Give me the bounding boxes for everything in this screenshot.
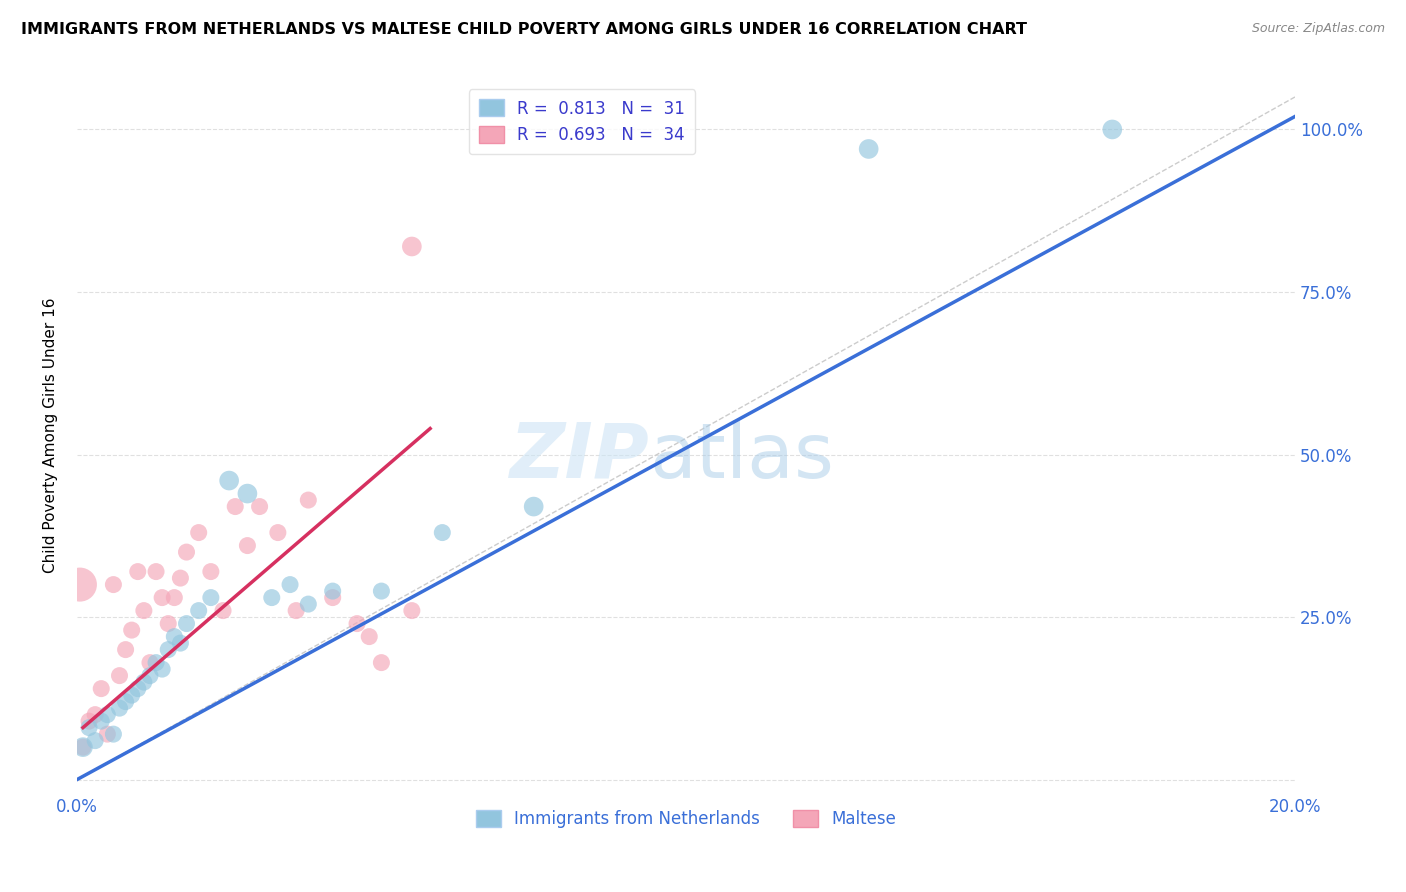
Point [346, 616, 368, 631]
Point [322, 591, 344, 605]
Point [401, 604, 423, 618]
Point [84, 707, 107, 722]
Point [200, 565, 222, 579]
Point [150, 662, 173, 676]
Point [176, 545, 198, 559]
Point [121, 688, 143, 702]
Point [150, 591, 173, 605]
Point [103, 577, 125, 591]
Point [84, 733, 107, 747]
Point [224, 500, 246, 514]
Point [121, 623, 143, 637]
Point [858, 142, 880, 156]
Point [163, 630, 186, 644]
Point [432, 525, 454, 540]
Point [77, 721, 100, 735]
Point [132, 675, 155, 690]
Point [187, 525, 209, 540]
Point [212, 604, 235, 618]
Point [108, 668, 131, 682]
Point [114, 695, 136, 709]
Point [297, 493, 319, 508]
Point [285, 604, 308, 618]
Point [278, 577, 301, 591]
Point [297, 597, 319, 611]
Point [132, 604, 155, 618]
Point [96, 707, 118, 722]
Text: IMMIGRANTS FROM NETHERLANDS VS MALTESE CHILD POVERTY AMONG GIRLS UNDER 16 CORREL: IMMIGRANTS FROM NETHERLANDS VS MALTESE C… [21, 22, 1028, 37]
Point [77, 714, 100, 728]
Point [127, 681, 149, 696]
Point [236, 539, 259, 553]
Text: ZIP: ZIP [509, 419, 650, 493]
Legend: Immigrants from Netherlands, Maltese: Immigrants from Netherlands, Maltese [470, 803, 903, 834]
Point [401, 239, 423, 253]
Point [72, 740, 94, 755]
Point [169, 571, 191, 585]
Point [1101, 122, 1123, 136]
Text: atlas: atlas [650, 419, 834, 493]
Point [90, 714, 112, 728]
Point [90, 681, 112, 696]
Point [267, 525, 290, 540]
Point [218, 474, 240, 488]
Point [157, 642, 180, 657]
Point [69, 577, 91, 591]
Point [260, 591, 283, 605]
Point [114, 642, 136, 657]
Point [236, 486, 259, 500]
Point [96, 727, 118, 741]
Point [322, 584, 344, 599]
Point [359, 630, 381, 644]
Point [370, 656, 392, 670]
Point [163, 591, 186, 605]
Text: Source: ZipAtlas.com: Source: ZipAtlas.com [1251, 22, 1385, 36]
Point [139, 668, 162, 682]
Point [187, 604, 209, 618]
Point [103, 727, 125, 741]
Point [145, 565, 167, 579]
Point [176, 616, 198, 631]
Point [157, 616, 180, 631]
Y-axis label: Child Poverty Among Girls Under 16: Child Poverty Among Girls Under 16 [44, 297, 58, 573]
Point [249, 500, 271, 514]
Point [108, 701, 131, 715]
Point [200, 591, 222, 605]
Point [145, 656, 167, 670]
Point [523, 500, 546, 514]
Point [72, 740, 94, 755]
Point [370, 584, 392, 599]
Point [169, 636, 191, 650]
Point [139, 656, 162, 670]
Point [127, 565, 149, 579]
